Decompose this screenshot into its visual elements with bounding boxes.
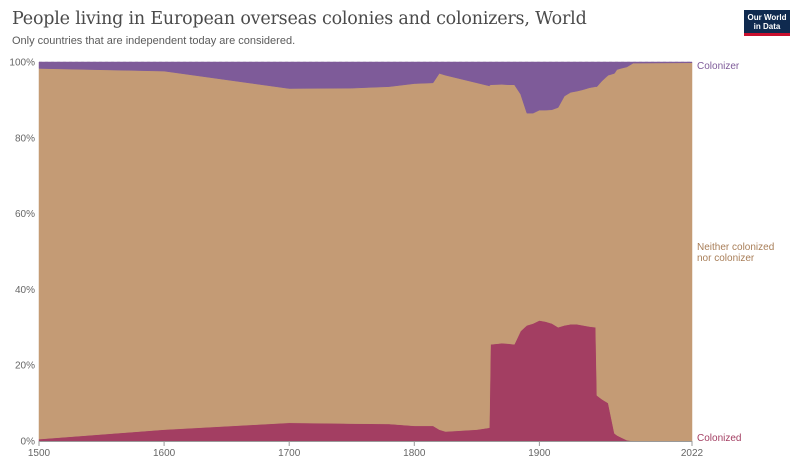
y-axis: 0% 20% 40% 60% 80% 100%	[9, 58, 35, 448]
series-label-colonized: Colonized	[697, 433, 741, 444]
y-tick-label: 40%	[15, 285, 35, 296]
area-colonizer[interactable]	[38, 61, 693, 114]
x-tick-label: 1600	[153, 448, 176, 459]
series-label-colonizer: Colonizer	[697, 61, 740, 72]
chart-title: People living in European overseas colon…	[12, 9, 587, 29]
series-label-neither-line-1: Neither colonized	[697, 242, 774, 253]
x-tick-label: 1800	[403, 448, 426, 459]
x-tick-label: 1700	[278, 448, 301, 459]
owid-logo[interactable]: Our World in Data	[744, 10, 790, 36]
y-tick-label: 100%	[9, 58, 35, 69]
logo-line-2: in Data	[753, 22, 781, 31]
series-label-neither-line-2: nor colonizer	[697, 253, 755, 264]
y-tick-label: 0%	[21, 437, 36, 448]
x-axis: 1500 1600 1700 1800 1900 2022	[28, 441, 704, 459]
logo-line-1: Our World	[747, 13, 787, 22]
y-tick-label: 20%	[15, 361, 35, 372]
x-tick-label: 2022	[681, 448, 704, 459]
x-tick-label: 1500	[28, 448, 51, 459]
area-series[interactable]	[38, 61, 693, 442]
x-tick-label: 1900	[528, 448, 551, 459]
y-tick-label: 60%	[15, 209, 35, 220]
chart-subtitle: Only countries that are independent toda…	[12, 35, 296, 47]
y-tick-label: 80%	[15, 133, 35, 144]
